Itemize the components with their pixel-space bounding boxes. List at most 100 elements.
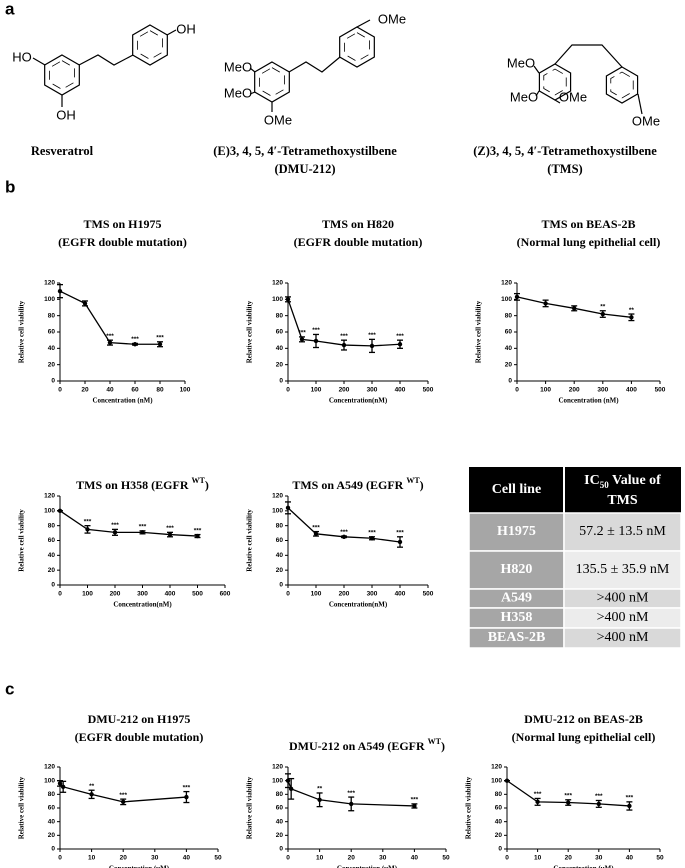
y-tick-label: 40 <box>276 552 284 559</box>
table-cell: H820 <box>501 562 533 577</box>
y-tick-label: 100 <box>44 296 55 303</box>
table-cell-bg <box>563 627 682 649</box>
y-tick-label: 20 <box>48 832 56 839</box>
data-point <box>121 799 126 805</box>
ring <box>605 66 639 104</box>
panel-label: a <box>5 0 15 18</box>
significance: *** <box>340 529 348 536</box>
y-tick-label: 120 <box>272 280 283 287</box>
x-tick-label: 0 <box>58 387 62 394</box>
data-point <box>535 799 540 805</box>
y-tick-label: 60 <box>48 329 56 336</box>
data-point <box>313 531 319 537</box>
data-point <box>543 301 548 306</box>
title-text: TMS on H1975 <box>83 217 161 231</box>
chart-title: TMS on H820 <box>322 217 394 231</box>
y-tick-label: 80 <box>48 522 56 529</box>
significance: *** <box>368 530 376 537</box>
title-text: DMU-212 on BEAS-2B <box>524 712 643 726</box>
y-tick-label: 120 <box>44 764 55 771</box>
table-cell: >400 nM <box>597 610 649 625</box>
x-axis-label: Concentration (nM) <box>558 397 619 405</box>
x-tick-label: 400 <box>395 591 406 598</box>
data-point <box>184 794 189 800</box>
x-tick-label: 300 <box>137 591 148 598</box>
significance: *** <box>106 333 114 340</box>
data-point <box>107 340 113 345</box>
x-tick-label: 0 <box>58 855 62 862</box>
y-tick-label: 60 <box>276 805 284 812</box>
x-tick-label: 60 <box>131 387 139 394</box>
significance: ** <box>89 783 95 790</box>
y-tick-label: 60 <box>48 805 56 812</box>
y-tick-label: 80 <box>48 312 56 319</box>
y-tick-label: 0 <box>51 582 55 589</box>
y-tick-label: 20 <box>276 567 284 574</box>
data-point <box>369 343 375 349</box>
bond <box>356 19 371 28</box>
data-point <box>57 781 63 786</box>
bond <box>166 29 177 36</box>
x-tick-label: 20 <box>565 855 573 862</box>
y-tick-label: 0 <box>51 378 55 385</box>
chart-subtitle: (EGFR double mutation) <box>75 730 204 744</box>
data-point <box>57 288 63 294</box>
table-cell: H1975 <box>497 524 536 539</box>
title-superscript: WT <box>406 476 420 485</box>
data-point <box>288 786 294 792</box>
y-tick-label: 40 <box>505 345 513 352</box>
significance: *** <box>626 795 634 802</box>
y-tick-label: 120 <box>501 280 512 287</box>
significance: ** <box>629 307 635 314</box>
chart-title: DMU-212 on H1975 <box>88 712 191 726</box>
chart-title: TMS on BEAS-2B <box>541 217 635 231</box>
substituent: HO <box>12 49 32 64</box>
y-tick-label: 0 <box>498 846 502 853</box>
x-tick-label: 20 <box>120 855 128 862</box>
data-point <box>299 337 305 342</box>
y-axis-label: Relative cell viability <box>246 509 254 572</box>
y-tick-label: 80 <box>276 522 284 529</box>
bond <box>554 99 561 104</box>
table-header-bg <box>469 467 681 513</box>
table-cell-bg <box>563 512 682 552</box>
x-tick-label: 200 <box>569 387 580 394</box>
data-point <box>369 536 375 541</box>
table-cell-bg <box>563 550 682 590</box>
x-tick-label: 0 <box>286 855 290 862</box>
x-tick-label: 0 <box>515 387 519 394</box>
x-tick-label: 0 <box>58 591 62 598</box>
title-end: ) <box>441 739 445 753</box>
significance: *** <box>166 525 174 532</box>
data-point <box>600 311 605 317</box>
data-point <box>397 342 403 347</box>
title-text: TMS on A549 (EGFR <box>292 478 403 492</box>
y-tick-label: 60 <box>48 537 56 544</box>
data-point <box>504 778 510 783</box>
table-header: Cell line <box>492 482 541 497</box>
chart-title: DMU-212 on A549 (EGFR WT) <box>289 737 445 752</box>
x-tick-label: 40 <box>183 855 191 862</box>
title-text: TMS on H820 <box>322 217 394 231</box>
x-tick-label: 100 <box>180 387 191 394</box>
significance: *** <box>312 327 320 334</box>
data-point <box>57 508 63 514</box>
x-tick-label: 300 <box>597 387 608 394</box>
substituent: OMe <box>559 89 587 104</box>
y-tick-label: 0 <box>279 846 283 853</box>
x-tick-label: 0 <box>505 855 509 862</box>
substituent: MeO <box>224 85 252 100</box>
substituent: MeO <box>510 89 538 104</box>
data-point <box>285 505 291 511</box>
significance: *** <box>194 527 202 534</box>
data-point <box>349 801 354 807</box>
y-tick-label: 120 <box>272 764 283 771</box>
y-tick-label: 60 <box>505 329 513 336</box>
data-line <box>59 510 198 537</box>
x-tick-label: 100 <box>311 591 322 598</box>
significance: *** <box>111 522 119 529</box>
x-tick-label: 200 <box>110 591 121 598</box>
y-tick-label: 40 <box>276 345 284 352</box>
table-header: IC50 Value of <box>584 473 661 490</box>
